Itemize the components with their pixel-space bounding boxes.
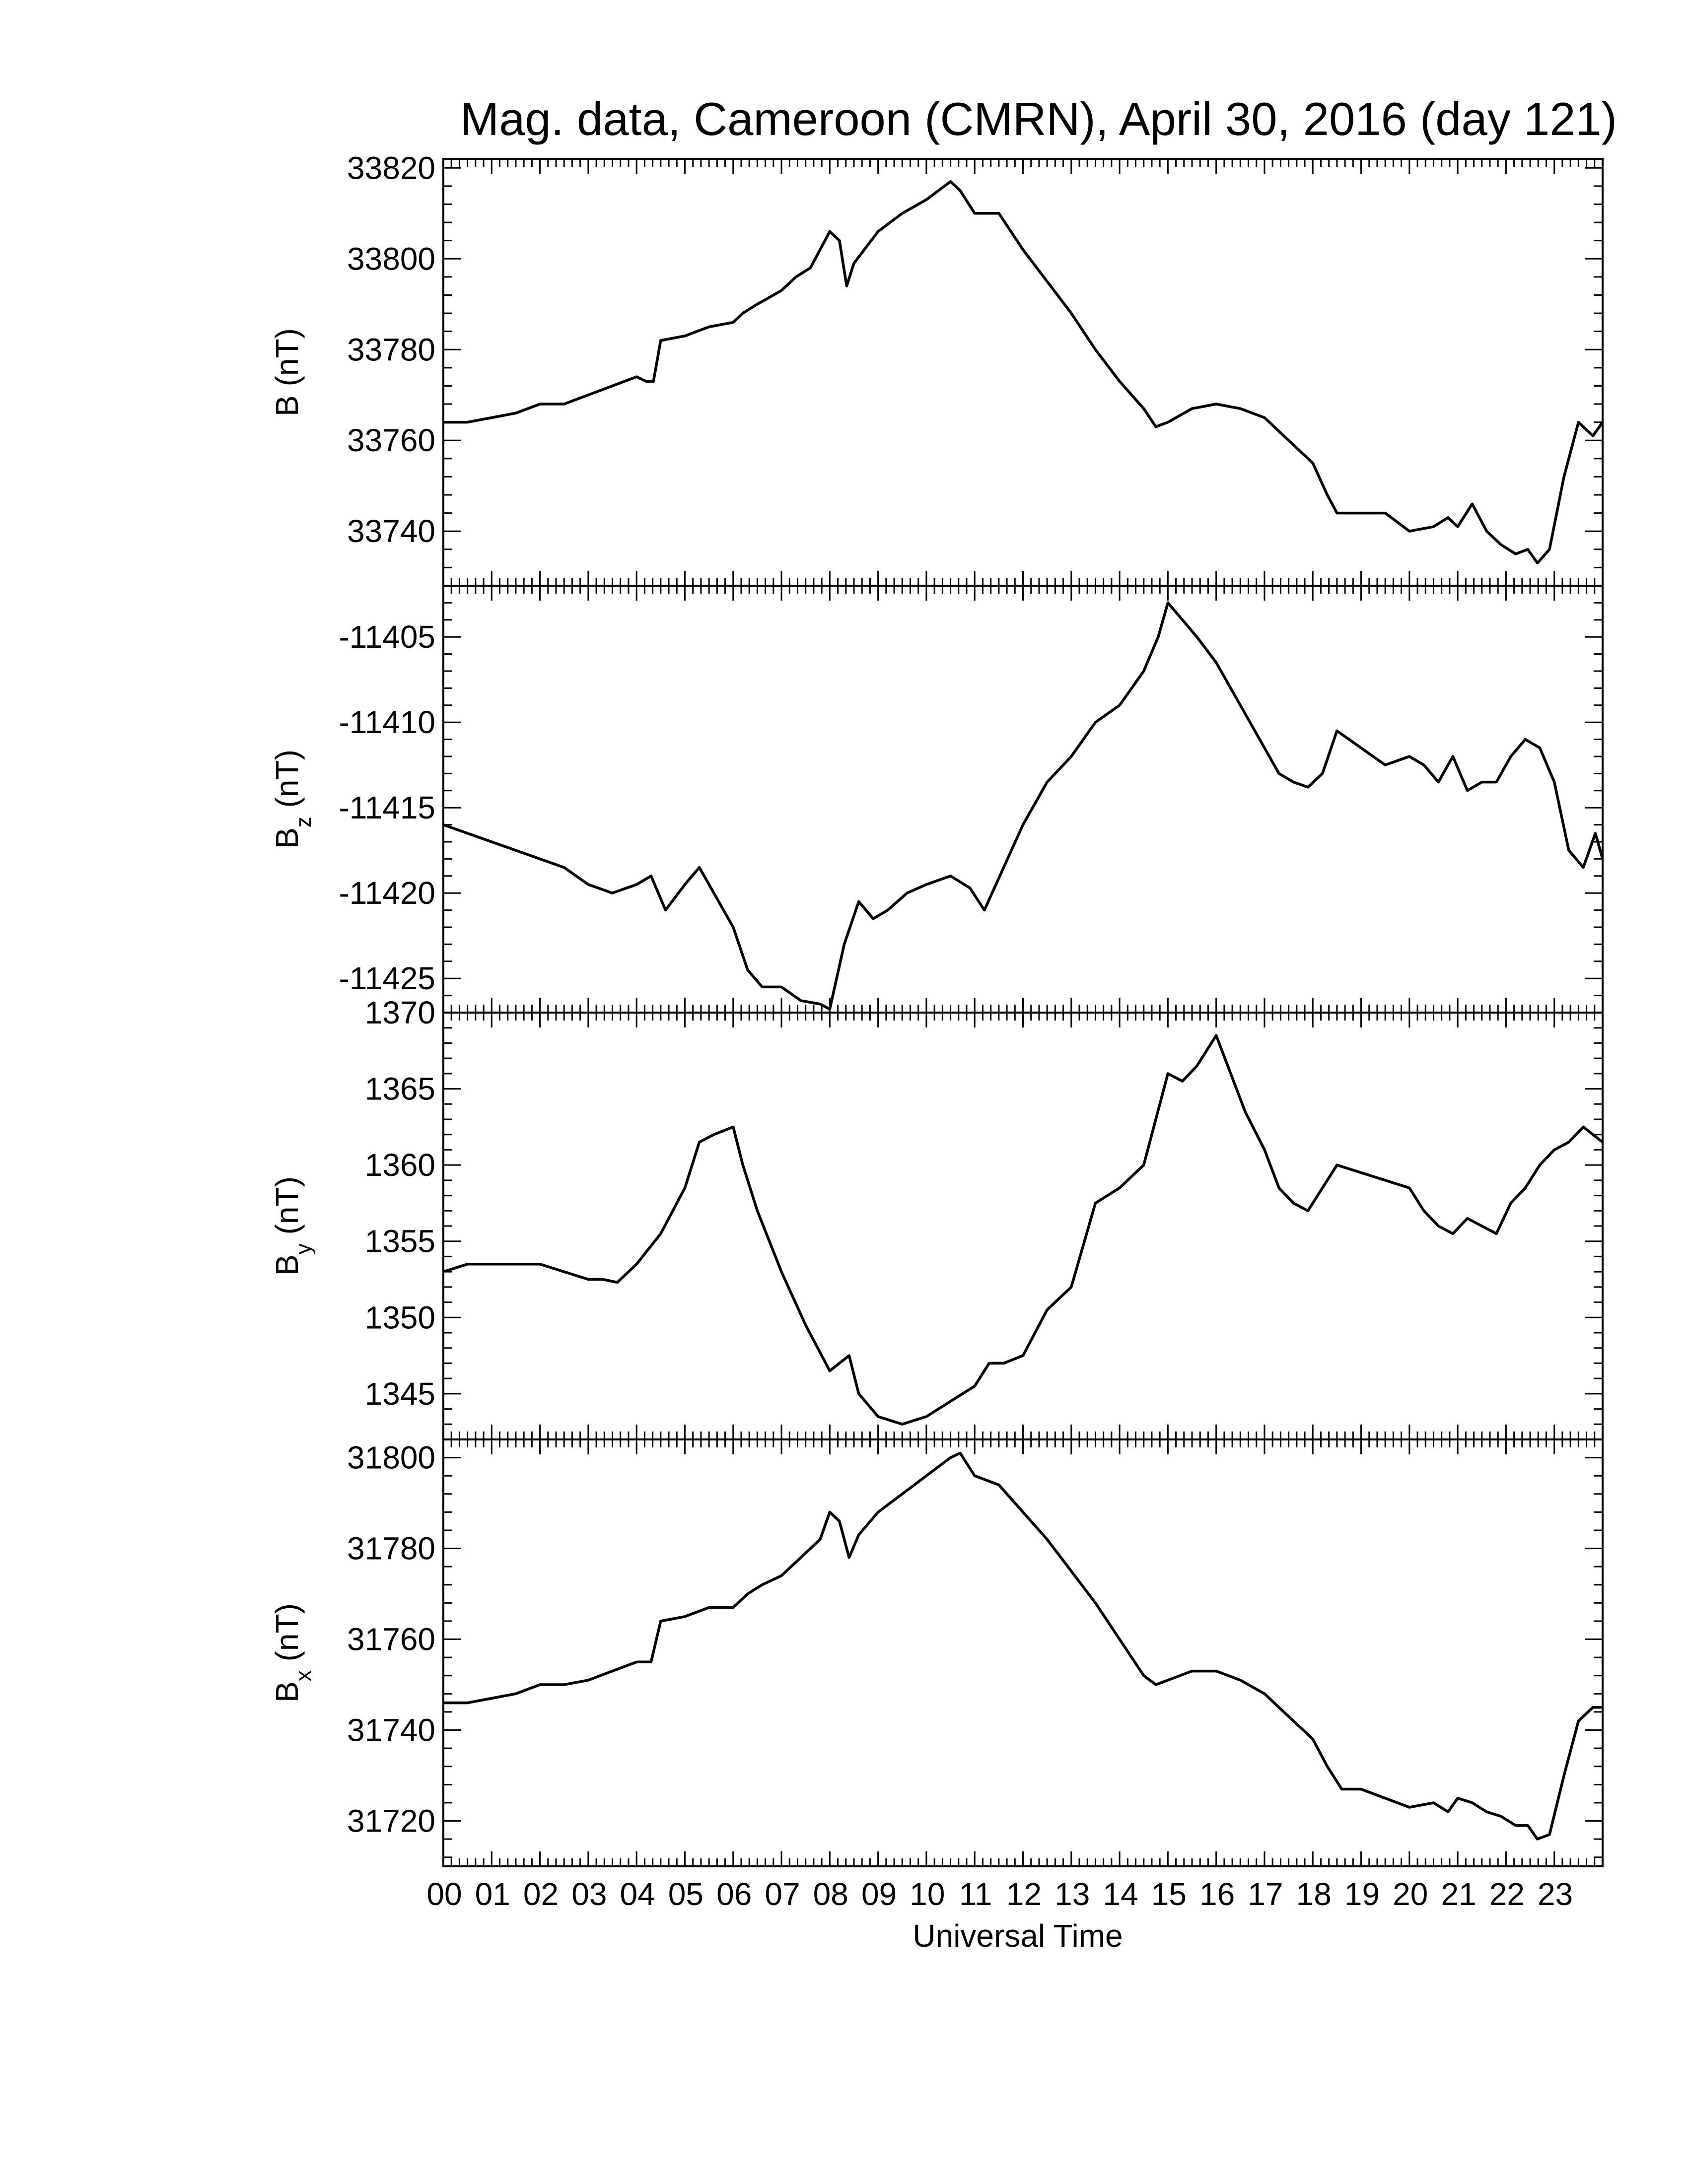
- y-tick-label: 1350: [365, 1299, 435, 1335]
- y-axis-label: B (nT): [269, 328, 305, 416]
- x-tick-label: 20: [1393, 1876, 1428, 1912]
- y-axis-label-unit: (nT): [269, 1603, 305, 1670]
- y-tick-label: 31760: [347, 1622, 435, 1657]
- x-tick-label: 01: [475, 1876, 510, 1912]
- y-tick-label: 1355: [365, 1224, 435, 1259]
- x-tick-label: 02: [523, 1876, 559, 1912]
- y-axis-label-main: B: [269, 1254, 305, 1276]
- x-tick-label: 18: [1296, 1876, 1332, 1912]
- x-tick-label: 13: [1055, 1876, 1090, 1912]
- x-tick-labels: 00 01 02 03 04 05 06 07 08 09 10 11 12 13 14 15 16 17 18 19…: [426, 1876, 1573, 1912]
- x-tick-label: 09: [861, 1876, 897, 1912]
- x-tick-label: 05: [668, 1876, 703, 1912]
- y-axis-label: Bx (nT): [269, 1603, 316, 1703]
- x-tick-label: 07: [765, 1876, 800, 1912]
- y-axis-label-unit: (nT): [269, 328, 305, 395]
- x-tick-label: 04: [620, 1876, 655, 1912]
- y-tick-label: -11415: [339, 790, 435, 825]
- y-tick-label: -11420: [339, 875, 435, 911]
- x-tick-label: 21: [1441, 1876, 1476, 1912]
- x-tick-label: 23: [1538, 1876, 1573, 1912]
- y-tick-label: 33780: [347, 332, 435, 367]
- data-series-line: [443, 180, 1603, 565]
- y-tick-label: -11425: [339, 960, 435, 996]
- panel-3: 1345 1350 1355 1360 1365 1370 By (nT): [269, 995, 1604, 1440]
- x-tick-label: 11: [959, 1876, 992, 1912]
- chart-title: Mag. data, Cameroon (CMRN), April 30, 20…: [460, 93, 1617, 145]
- y-tick-label: -11410: [339, 704, 435, 740]
- y-tick-label: 1365: [365, 1071, 435, 1107]
- y-axis-label: By (nT): [269, 1176, 316, 1276]
- y-tick-label: -11405: [339, 619, 435, 655]
- x-tick-label: 22: [1489, 1876, 1525, 1912]
- y-tick-label: 31720: [347, 1803, 435, 1839]
- y-axis-label-unit: (nT): [269, 1176, 305, 1243]
- y-axis-label-main: B: [269, 827, 305, 849]
- y-tick-label: 1360: [365, 1147, 435, 1183]
- y-axis-label-unit: (nT): [269, 750, 305, 817]
- x-tick-label: 10: [910, 1876, 945, 1912]
- x-axis-label: Universal Time: [913, 1918, 1123, 1954]
- y-tick-label: 33760: [347, 422, 435, 458]
- y-axis-label-main: B: [269, 1681, 305, 1703]
- y-tick-label: 31780: [347, 1531, 435, 1567]
- y-tick-label: 33740: [347, 513, 435, 549]
- x-tick-label: 06: [716, 1876, 752, 1912]
- x-tick-label: 15: [1151, 1876, 1187, 1912]
- y-axis-label-subscript: x: [291, 1670, 316, 1681]
- y-tick-label: 33820: [347, 150, 435, 186]
- y-tick-label: 33800: [347, 241, 435, 276]
- y-axis-label-main: B: [269, 395, 305, 416]
- y-axis-label: Bz (nT): [269, 750, 316, 849]
- x-tick-label: 00: [426, 1876, 462, 1912]
- panel-1: 33740 33760 33780 33800 33820 B (nT): [269, 150, 1604, 587]
- x-tick-label: 03: [571, 1876, 607, 1912]
- x-tick-label: 14: [1103, 1876, 1138, 1912]
- y-tick-label: 1345: [365, 1376, 435, 1412]
- panel-2: -11425 -11420 -11415 -11410 -11405 Bz (nT): [269, 585, 1604, 1014]
- x-tick-label: 12: [1006, 1876, 1042, 1912]
- data-series-line: [443, 1451, 1603, 1841]
- y-tick-label: 31800: [347, 1440, 435, 1476]
- y-axis-label-subscript: z: [291, 817, 316, 827]
- y-tick-label: 31740: [347, 1712, 435, 1748]
- x-tick-label: 16: [1199, 1876, 1235, 1912]
- data-series-line: [443, 601, 1603, 1011]
- x-tick-label: 19: [1344, 1876, 1380, 1912]
- y-tick-label: 1370: [365, 995, 435, 1030]
- x-tick-label: 17: [1248, 1876, 1283, 1912]
- panel-4: 31720 31740 31760 31780 31800 Bx (nT): [269, 1438, 1604, 1867]
- y-axis-label-subscript: y: [291, 1243, 316, 1254]
- data-series-line: [443, 1034, 1603, 1426]
- x-tick-label: 08: [813, 1876, 848, 1912]
